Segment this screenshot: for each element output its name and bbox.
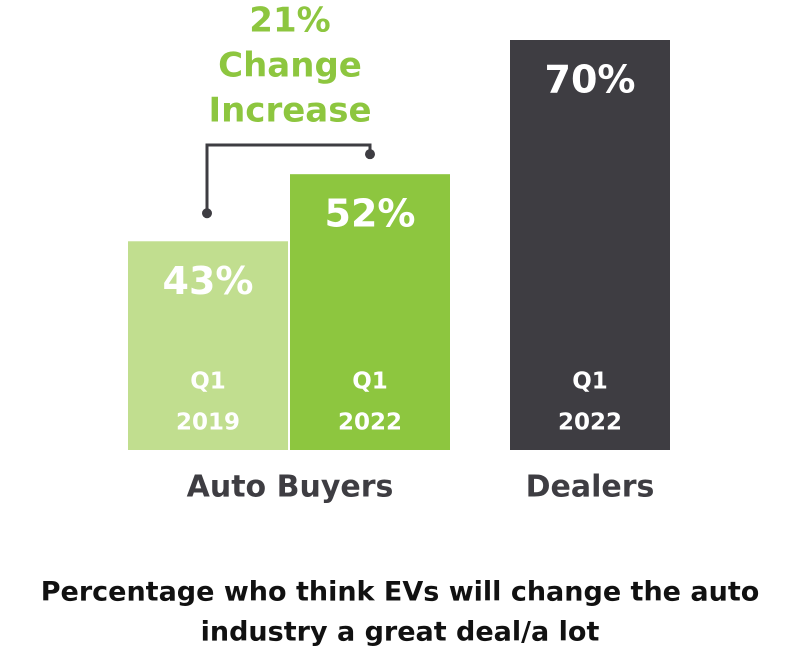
group-label: Auto Buyers [187,470,394,505]
annotation: Change [218,46,362,86]
value-label: 43% [163,259,254,303]
bar [128,241,288,450]
value-label: 70% [545,58,636,102]
value-label: 52% [325,192,416,236]
group-label: Dealers [526,470,655,505]
chart-title: Percentage who think EVs will change the… [41,577,760,608]
annotation: Increase [208,91,371,131]
bar [290,174,450,450]
bracket-dot [365,149,375,160]
x-tick-label: Q1 [190,369,226,395]
bracket-dot [202,208,212,219]
chart-title: industry a great deal/a lot [201,617,600,648]
x-tick-label: 2022 [558,410,622,436]
x-tick-label: Q1 [352,369,388,395]
annotation: 21% [249,1,330,41]
x-tick-label: Q1 [572,369,608,395]
bar [510,40,670,450]
x-tick-label: 2022 [338,410,402,436]
x-tick-label: 2019 [176,410,240,436]
